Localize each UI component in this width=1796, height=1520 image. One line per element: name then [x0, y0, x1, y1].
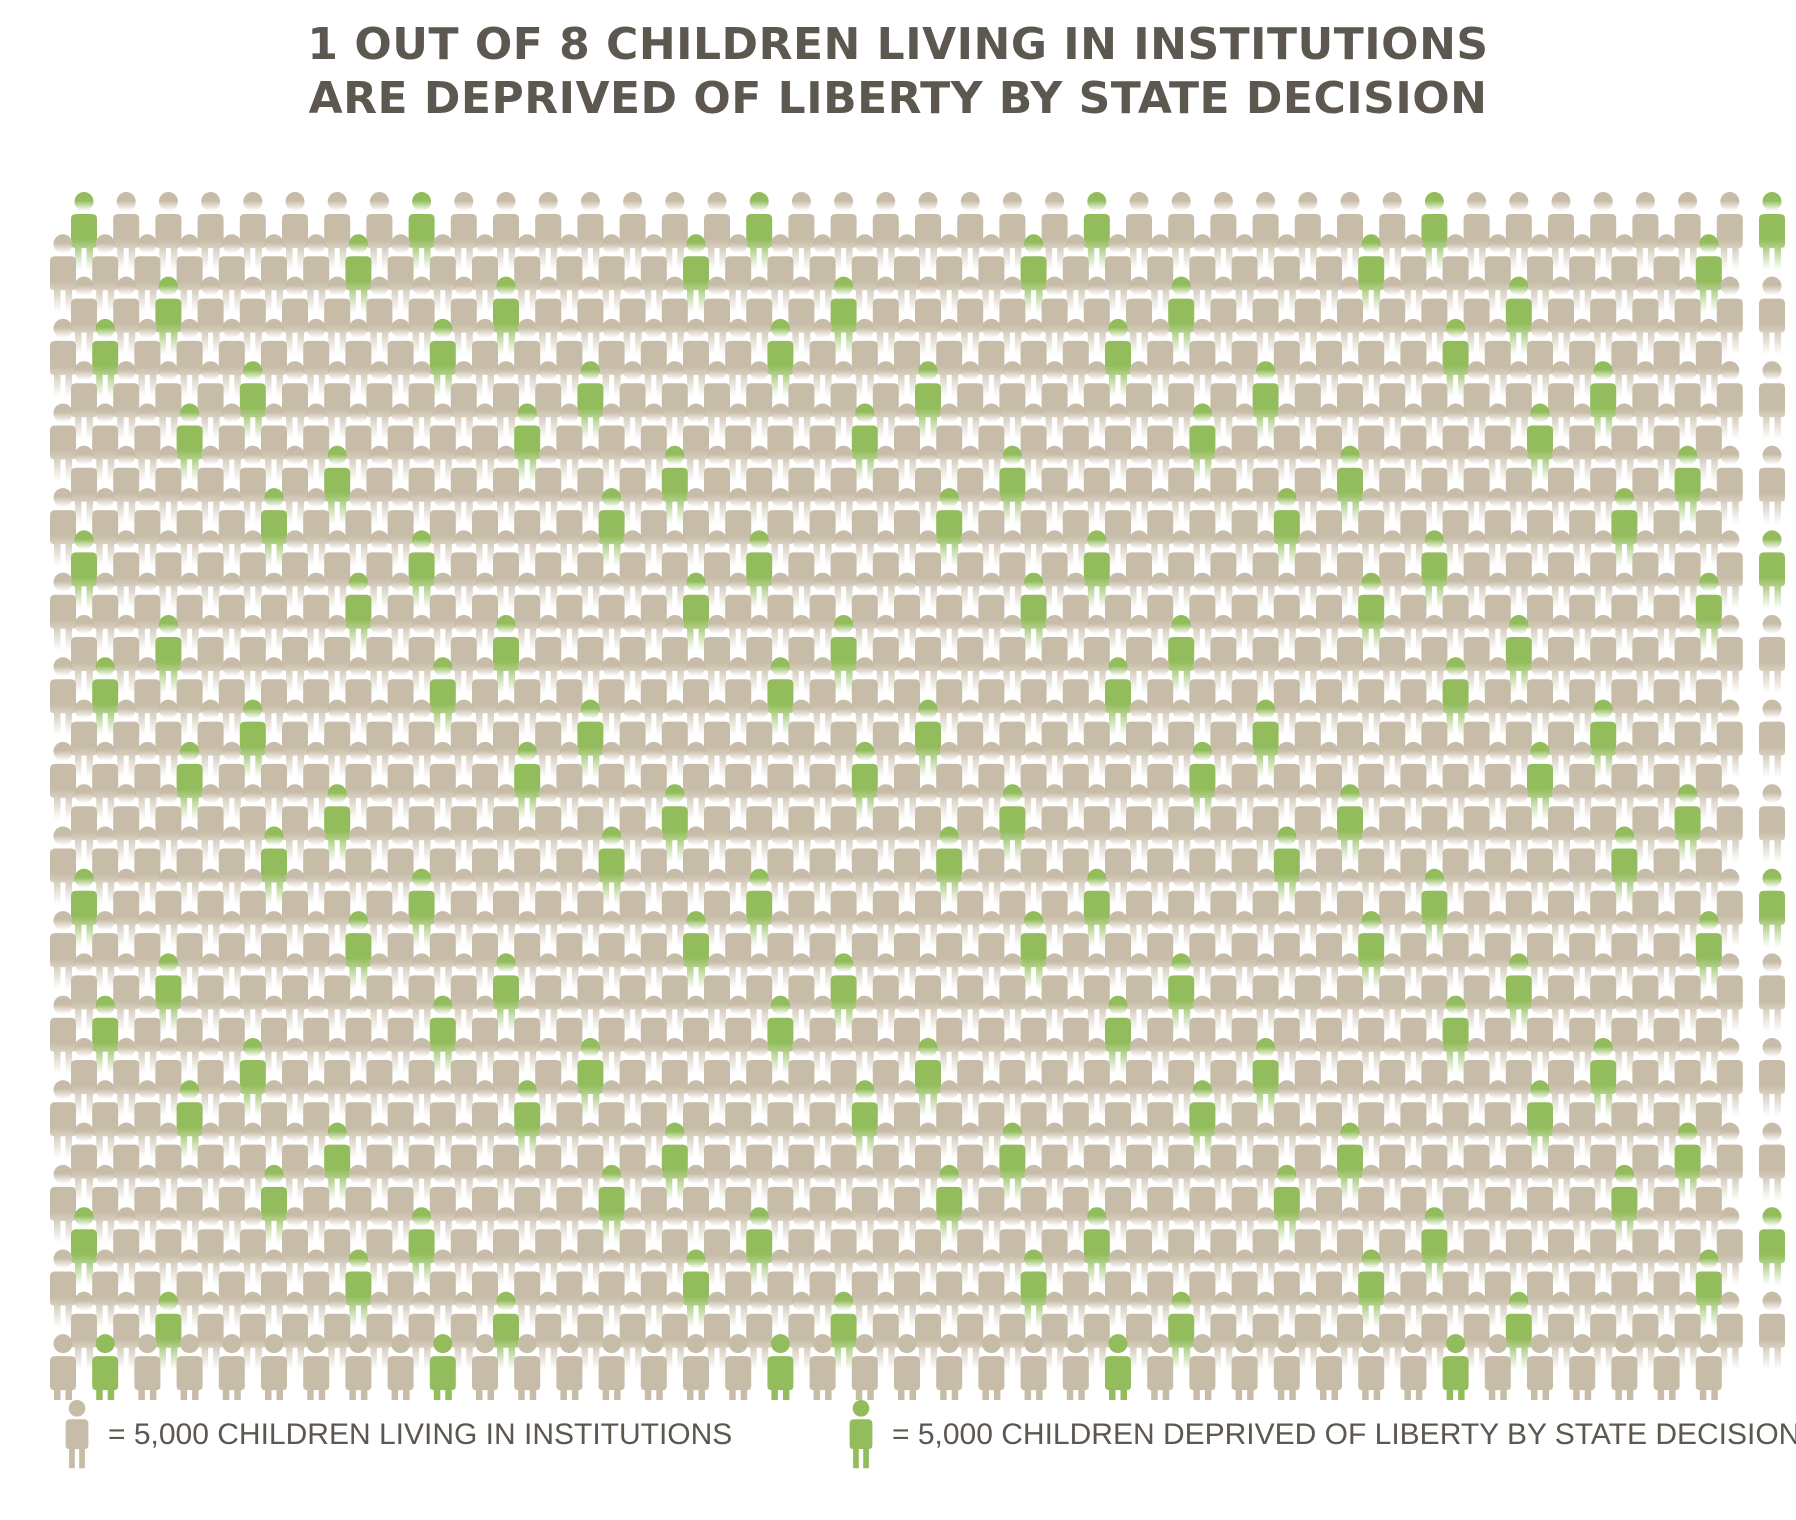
person-icon-institution	[978, 1334, 1005, 1400]
person-icon-deprived	[1759, 1207, 1785, 1286]
person-icon-institution	[1316, 1334, 1342, 1400]
person-icon-institution	[1759, 699, 1785, 778]
person-icon-institution	[345, 1334, 372, 1400]
person-icon-institution	[1759, 784, 1785, 863]
person-icon-institution	[1484, 1334, 1511, 1400]
person-icon-institution	[598, 1334, 625, 1400]
person-icon-institution	[1759, 1122, 1785, 1201]
person-icon-institution	[1273, 1334, 1300, 1400]
person-icon-institution	[1358, 1334, 1385, 1400]
person-icon-deprived	[1759, 868, 1785, 947]
person-icon-institution	[261, 1334, 287, 1400]
legend-institutions-label: = 5,000 CHILDREN LIVING IN INSTITUTIONS	[108, 1418, 733, 1451]
person-icon-institution	[1759, 1038, 1785, 1116]
chart-title-line-2: ARE DEPRIVED OF LIBERTY BY STATE DECISIO…	[308, 73, 1488, 124]
person-icon-institution	[50, 1334, 76, 1400]
person-icon-institution	[176, 1334, 203, 1400]
person-icon-institution	[1759, 953, 1785, 1032]
icon-array-rows	[50, 192, 1785, 1400]
person-icon-institution	[1759, 361, 1785, 440]
icon-array	[50, 192, 1785, 1400]
chart-title-line-1: 1 OUT OF 8 CHILDREN LIVING IN INSTITUTIO…	[307, 19, 1489, 70]
person-icon-deprived	[92, 1334, 119, 1400]
person-icon-institution	[303, 1334, 330, 1400]
person-icon-institution	[1020, 1334, 1047, 1400]
person-icon-deprived	[1759, 192, 1785, 270]
person-icon-institution	[1759, 276, 1785, 355]
person-icon-deprived	[1442, 1334, 1469, 1400]
person-icon-institution	[1400, 1334, 1427, 1400]
person-icon-institution	[1231, 1334, 1258, 1400]
person-icon-institution	[936, 1334, 963, 1400]
person-icon-institution	[514, 1334, 541, 1400]
person-icon-institution	[1147, 1334, 1174, 1400]
person-icon-institution	[1759, 445, 1785, 524]
legend-deprived-icon	[849, 1400, 873, 1469]
person-icon-institution	[809, 1334, 836, 1400]
chart-title: 1 OUT OF 8 CHILDREN LIVING IN INSTITUTIO…	[0, 18, 1796, 126]
person-icon-institution	[556, 1334, 583, 1400]
person-icon-institution	[1569, 1334, 1596, 1400]
person-icon-deprived	[767, 1334, 794, 1400]
legend-item-institutions: = 5,000 CHILDREN LIVING IN INSTITUTIONS	[62, 1400, 732, 1470]
person-icon-institution	[640, 1334, 667, 1400]
person-icon-institution	[1759, 1291, 1785, 1370]
person-icon-institution	[218, 1334, 245, 1400]
person-icon-deprived	[429, 1334, 456, 1400]
person-icon-institution	[683, 1334, 709, 1400]
person-icon-deprived	[1105, 1334, 1131, 1400]
person-icon-deprived	[1759, 530, 1785, 609]
person-icon-institution	[387, 1334, 414, 1400]
person-icon-institution	[851, 1334, 878, 1400]
person-icon-institution	[1611, 1334, 1638, 1400]
person-icon-institution	[1189, 1334, 1216, 1400]
person-icon-institution	[134, 1334, 161, 1400]
person-icon-institution	[472, 1334, 498, 1400]
person-icon-institution	[1695, 1334, 1722, 1400]
person-icon-institution	[1759, 615, 1785, 693]
person-icon-institution	[725, 1334, 752, 1400]
person-icon-institution	[1062, 1334, 1089, 1400]
legend-deprived-label: = 5,000 CHILDREN DEPRIVED OF LIBERTY BY …	[892, 1418, 1796, 1451]
legend-item-deprived: = 5,000 CHILDREN DEPRIVED OF LIBERTY BY …	[846, 1400, 1796, 1470]
legend-institutions-icon	[65, 1400, 89, 1469]
person-icon-institution	[1653, 1334, 1680, 1400]
person-icon-institution	[894, 1334, 920, 1400]
person-icon-institution	[1527, 1334, 1553, 1400]
